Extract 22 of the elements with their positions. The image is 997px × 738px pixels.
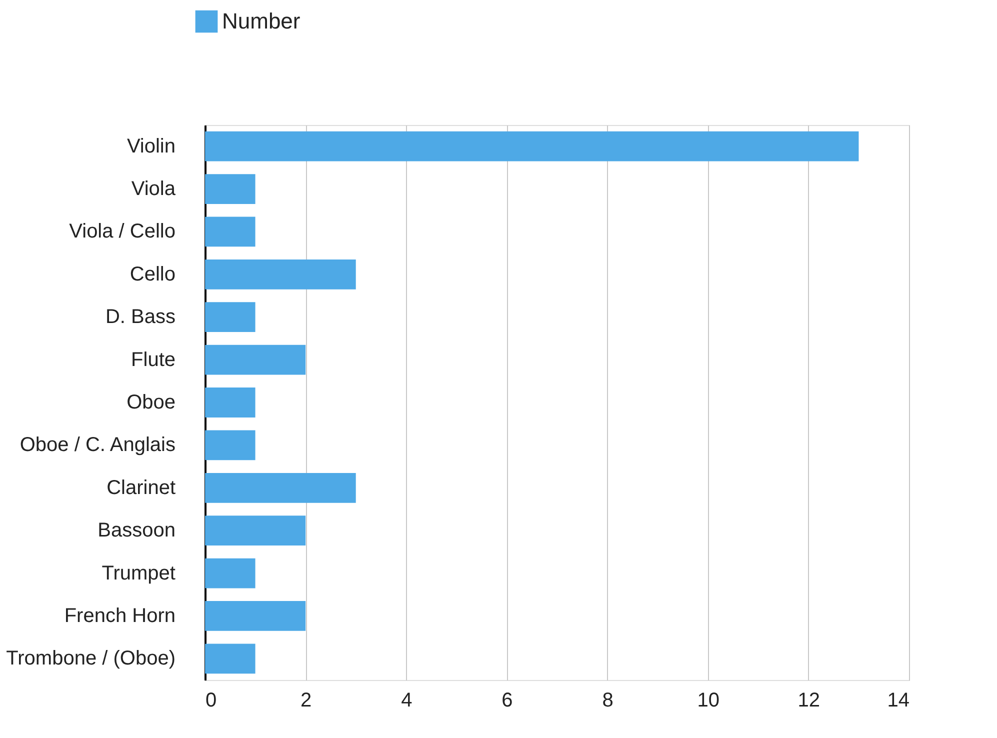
y-tick-label: Flute	[131, 348, 176, 371]
y-tick-label: Clarinet	[106, 476, 176, 499]
y-tick-label: Trumpet	[102, 562, 176, 584]
x-tick-label: 10	[697, 690, 720, 712]
y-tick-label: Oboe	[126, 392, 176, 414]
x-tick-label: 0	[206, 690, 217, 712]
x-tick-label: 8	[602, 690, 614, 712]
x-tick-label: 6	[502, 690, 513, 712]
legend-label: Number	[222, 8, 300, 34]
y-tick-label: Bassoon	[98, 520, 176, 542]
x-tick-label: 14	[887, 690, 910, 712]
x-tick-label: 4	[401, 690, 412, 712]
y-tick-label: D. Bass	[105, 306, 176, 328]
y-tick-label: Viola	[131, 178, 176, 200]
y-tick-label: Violin	[126, 135, 176, 158]
x-tick-label: 2	[300, 690, 312, 712]
y-tick-label: Cello	[130, 263, 176, 286]
x-tick-label: 12	[798, 690, 820, 712]
y-tick-label: Viola / Cello	[69, 220, 176, 243]
y-tick-label: French Horn	[64, 604, 176, 627]
y-tick-label: Trombone / (Oboe)	[6, 648, 176, 670]
y-tick-label: Oboe / C. Anglais	[20, 434, 176, 456]
